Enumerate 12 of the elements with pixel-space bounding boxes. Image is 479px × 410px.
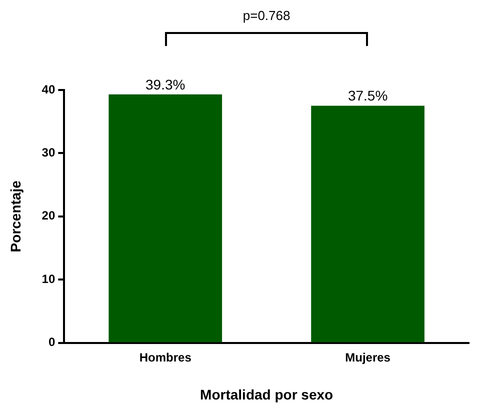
y-tick-label: 40 [42,82,56,96]
y-tick-label: 30 [42,146,56,160]
y-tick-label: 10 [42,272,56,286]
y-tick-label: 20 [42,208,56,223]
y-axis-title: Porcentaje [7,180,24,252]
data-label: 39.3% [146,76,186,92]
x-tick-label: Hombres [139,350,192,364]
text: p=0.768 [242,8,290,23]
x-axis-title: Mortalidad por sexo [200,386,334,402]
x-tick-label: Mujeres [345,350,391,364]
data-label: 37.5% [348,88,388,104]
y-tick-label: 0 [48,335,56,350]
